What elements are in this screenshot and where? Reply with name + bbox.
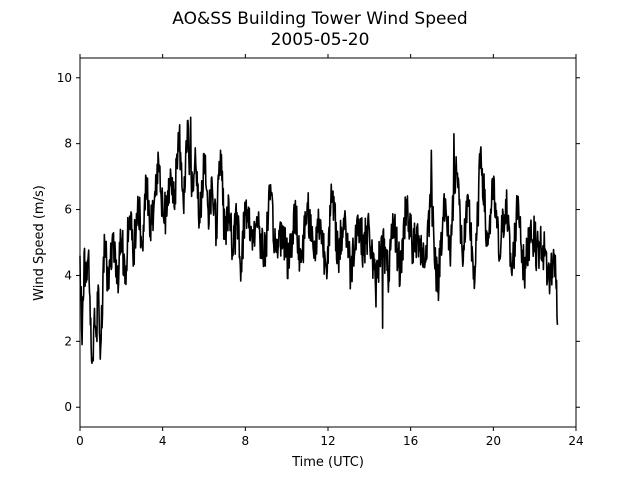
wind-speed-series-line <box>79 116 559 365</box>
y-tick-label: 0 <box>64 400 72 414</box>
chart-title-line1: AO&SS Building Tower Wind Speed <box>172 9 467 29</box>
chart-title-line2: 2005-05-20 <box>271 30 370 50</box>
y-axis-label: Wind Speed (m/s) <box>32 185 47 301</box>
x-tick-label: 4 <box>159 434 167 448</box>
x-tick-label: 20 <box>486 434 501 448</box>
x-axis-ticks: 0 4 8 12 16 20 24 <box>76 54 584 448</box>
series-layer <box>79 116 559 365</box>
x-axis-label: Time (UTC) <box>291 455 364 470</box>
y-tick-label: 8 <box>64 137 72 151</box>
x-tick-label: 16 <box>403 434 418 448</box>
x-tick-label: 0 <box>76 434 84 448</box>
y-tick-label: 10 <box>57 71 72 85</box>
y-tick-label: 4 <box>64 268 72 282</box>
x-tick-label: 12 <box>320 434 335 448</box>
y-tick-label: 2 <box>64 334 72 348</box>
x-tick-label: 24 <box>568 434 583 448</box>
x-tick-label: 8 <box>242 434 250 448</box>
y-axis-ticks: 0 2 4 6 8 10 <box>57 71 580 414</box>
y-tick-label: 6 <box>64 203 72 217</box>
